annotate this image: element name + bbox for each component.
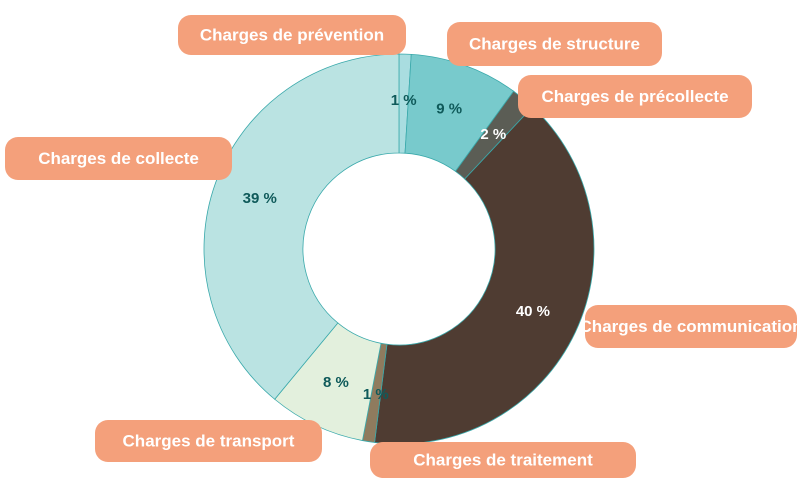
category-label-box [178,15,406,55]
category-label-box [5,137,232,180]
category-label-box [518,75,752,118]
value-label: 9 % [436,101,462,118]
category-label-box [95,420,322,462]
category-label-box [585,305,797,348]
category-label-box [370,442,636,478]
value-label: 40 % [516,303,550,320]
category-label: Charges de précollecte [541,87,728,106]
value-label: 1 % [363,386,389,403]
category-label: Charges de structure [469,34,640,53]
donut-slice [203,53,400,400]
category-label: Charges de collecte [38,149,199,168]
value-label: 1 % [391,92,417,109]
category-label: Charges de traitement [413,450,593,469]
category-label: Charges de transport [123,431,295,450]
category-label-box [447,22,662,66]
category-label: Charges de prévention [200,25,384,44]
value-label: 39 % [243,190,277,207]
category-label: Charges de communication [580,317,797,336]
value-label: 8 % [323,374,349,391]
value-label: 2 % [480,126,506,143]
